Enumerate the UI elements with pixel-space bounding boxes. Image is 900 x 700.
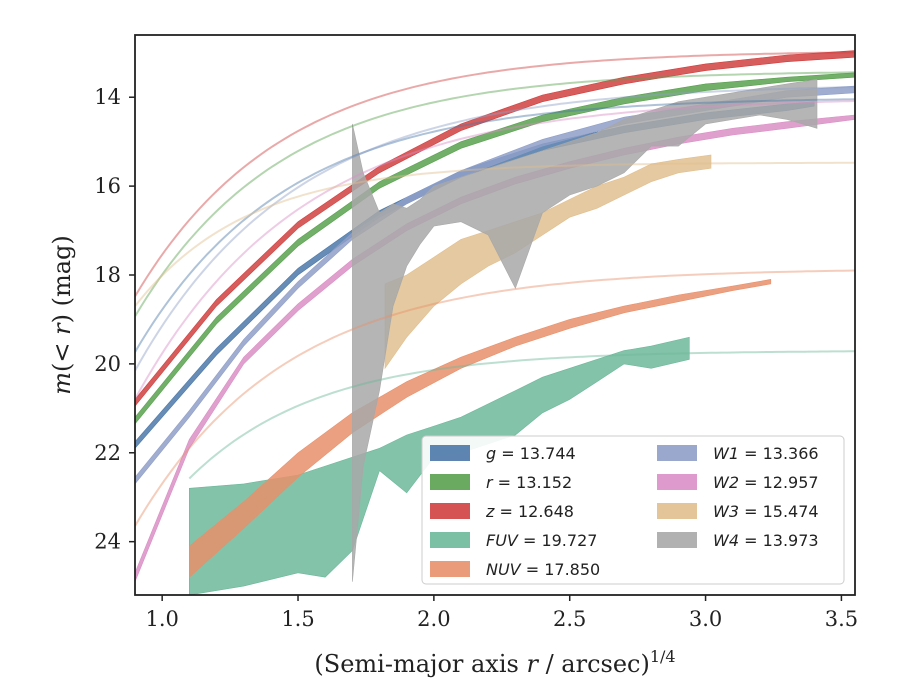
model-curve-w2 xyxy=(135,100,855,400)
legend-label-z: z = 12.648 xyxy=(485,502,574,521)
legend-label-w1: W1 = 13.366 xyxy=(713,444,819,463)
legend-swatch-w4 xyxy=(657,532,697,548)
model-curve-r xyxy=(135,71,855,317)
y-tick-label: 20 xyxy=(94,352,121,376)
x-axis-label-rest: / arcsec) xyxy=(538,650,650,678)
plot-frame xyxy=(134,34,856,596)
legend-swatch-nuv xyxy=(430,561,470,577)
y-axis-label-r: r xyxy=(48,322,76,335)
x-tick-label: 1.0 xyxy=(145,607,178,631)
legend-swatch-z xyxy=(430,503,470,519)
legend-frame xyxy=(421,435,845,585)
model-curve-z xyxy=(135,51,855,297)
band-fuv xyxy=(189,336,690,595)
band-w4 xyxy=(352,79,818,582)
legend-swatch-w1 xyxy=(657,445,697,461)
legend-label-r: r = 13.152 xyxy=(486,473,572,492)
y-tick-label: 24 xyxy=(94,530,121,554)
legend-swatch-w3 xyxy=(657,503,697,519)
bands-layer xyxy=(135,50,855,595)
y-axis-label-close: ) xyxy=(48,314,76,323)
y-axis-label-m: m xyxy=(48,372,76,395)
y-tick-label: 22 xyxy=(94,441,121,465)
legend-label-g: g = 13.744 xyxy=(486,444,576,463)
legend-items: g = 13.744 r = 13.152 z = 12.648 FUV = 19.7… xyxy=(430,444,819,579)
y-axis: 14 16 18 20 22 24 xyxy=(94,85,135,554)
legend-label-fuv: FUV = 19.727 xyxy=(486,531,597,550)
band-z xyxy=(135,50,855,407)
x-axis: 1.0 1.5 2.0 2.5 3.0 3.5 xyxy=(145,595,858,631)
legend-label-w3: W3 = 15.474 xyxy=(713,502,819,521)
y-axis-label-open: ( xyxy=(48,363,76,372)
y-axis-label: m(< r) (mag) xyxy=(48,235,76,395)
legend: g = 13.744 r = 13.152 z = 12.648 FUV = 19.7… xyxy=(421,435,845,585)
y-tick-label: 14 xyxy=(94,85,121,109)
model-curve-w3 xyxy=(135,161,855,307)
legend-swatch-w2 xyxy=(657,474,697,490)
y-tick-label: 16 xyxy=(94,174,121,198)
legend-swatch-r xyxy=(430,474,470,490)
legend-label-w4: W4 = 13.973 xyxy=(713,531,819,550)
model-curve-w1 xyxy=(135,86,855,372)
model-curve-g xyxy=(135,98,855,353)
legend-label-nuv: NUV = 17.850 xyxy=(486,560,600,579)
x-tick-label: 3.0 xyxy=(689,607,722,631)
model-curve-nuv xyxy=(135,269,855,527)
y-tick-label: 18 xyxy=(94,263,121,287)
models-layer xyxy=(135,51,855,527)
x-axis-label-exponent: 1/4 xyxy=(650,647,676,666)
model-curve-fuv xyxy=(188,350,855,480)
band-r xyxy=(135,72,855,425)
x-tick-label: 1.5 xyxy=(281,607,314,631)
x-tick-label: 2.0 xyxy=(417,607,450,631)
x-axis-label-var: r xyxy=(526,650,539,678)
legend-label-w2: W2 = 12.957 xyxy=(713,473,819,492)
legend-swatch-g xyxy=(430,445,470,461)
x-axis-label: (Semi-major axis r / arcsec)1/4 xyxy=(314,647,675,678)
x-axis-label-main: (Semi-major axis xyxy=(314,650,526,678)
y-axis-label-unit: (mag) xyxy=(48,235,76,314)
x-tick-label: 3.5 xyxy=(825,607,858,631)
y-axis-label-lt: < xyxy=(48,335,76,363)
legend-swatch-fuv xyxy=(430,532,470,548)
x-tick-label: 2.5 xyxy=(553,607,586,631)
